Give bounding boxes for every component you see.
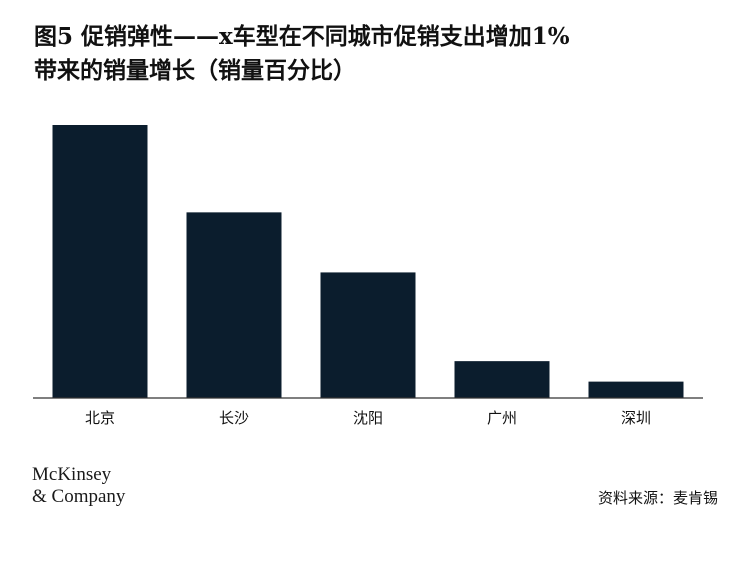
x-tick-label-2: 沈阳 bbox=[353, 409, 383, 427]
bar-1 bbox=[186, 212, 282, 398]
x-tick-label-1: 长沙 bbox=[219, 409, 249, 427]
title-line-2: 带来的销量增长（销量百分比） bbox=[34, 57, 356, 84]
title-line-1: 图5 促销弹性——x车型在不同城市促销支出增加1% bbox=[34, 23, 570, 50]
bar-4 bbox=[588, 381, 684, 398]
mckinsey-logo: McKinsey & Company bbox=[32, 464, 125, 508]
chart-title: 图5 促销弹性——x车型在不同城市促销支出增加1% 带来的销量增长（销量百分比） bbox=[34, 20, 724, 88]
x-tick-label-3: 广州 bbox=[487, 409, 517, 427]
bar-2 bbox=[320, 272, 416, 398]
logo-line-1: McKinsey bbox=[32, 464, 112, 485]
x-tick-label-4: 深圳 bbox=[621, 409, 651, 427]
x-tick-label-0: 北京 bbox=[85, 409, 115, 427]
source-note: 资料来源：麦肯锡 bbox=[597, 489, 718, 507]
bar-0 bbox=[52, 125, 148, 398]
logo-line-2: & Company bbox=[32, 486, 126, 507]
bar-3 bbox=[454, 361, 550, 398]
